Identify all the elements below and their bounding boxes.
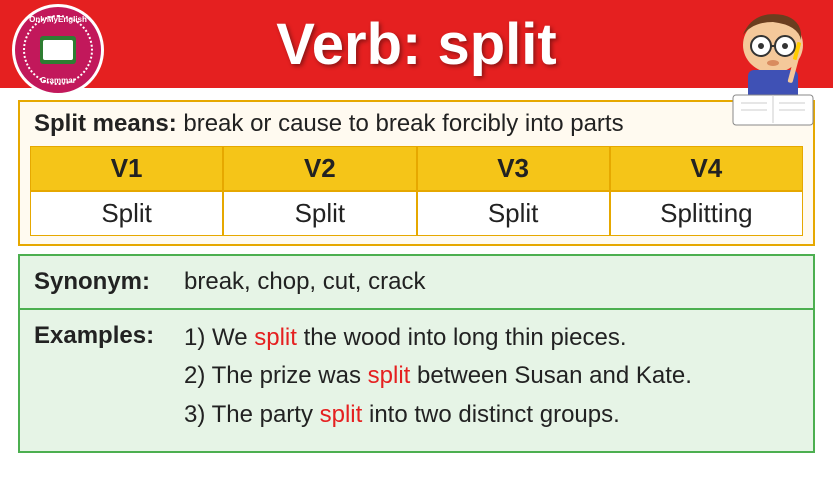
highlight-verb: split: [254, 324, 297, 351]
page-title: Verb: split: [276, 11, 556, 78]
logo-text-top: OnlyMyEnglish: [29, 15, 87, 24]
logo-text-bottom: Grammar: [40, 76, 76, 85]
cell-v4: Splitting: [610, 191, 803, 236]
header-banner: OnlyMyEnglish Grammar Verb: split: [0, 0, 833, 88]
examples-list: 1) We split the wood into long thin piec…: [184, 322, 799, 437]
book-icon: [40, 36, 76, 64]
definition-text: break or cause to break forcibly into pa…: [177, 110, 624, 137]
synonym-row: Synonym: break, chop, cut, crack: [20, 256, 813, 310]
definition-label: Split means:: [34, 110, 177, 137]
col-header-v4: V4: [610, 146, 803, 191]
details-box: Synonym: break, chop, cut, crack Example…: [18, 254, 815, 453]
col-header-v1: V1: [30, 146, 223, 191]
cell-v1: Split: [30, 191, 223, 236]
verb-word: split: [437, 12, 556, 77]
examples-label: Examples:: [34, 322, 184, 437]
table-data-row: Split Split Split Splitting: [30, 191, 803, 236]
definition-line: Split means: break or cause to break for…: [30, 108, 803, 146]
table-header-row: V1 V2 V3 V4: [30, 146, 803, 191]
definition-box: Split means: break or cause to break for…: [18, 100, 815, 246]
synonym-text: break, chop, cut, crack: [184, 268, 425, 296]
verb-forms-table: V1 V2 V3 V4 Split Split Split Splitting: [30, 146, 803, 236]
example-item: 2) The prize was split between Susan and…: [184, 360, 799, 392]
verb-label: Verb:: [276, 12, 437, 77]
example-item: 3) The party split into two distinct gro…: [184, 399, 799, 431]
col-header-v3: V3: [417, 146, 610, 191]
cell-v2: Split: [223, 191, 416, 236]
examples-row: Examples: 1) We split the wood into long…: [20, 310, 813, 451]
cell-v3: Split: [417, 191, 610, 236]
highlight-verb: split: [368, 362, 411, 389]
example-item: 1) We split the wood into long thin piec…: [184, 322, 799, 354]
mascot-icon: [703, 0, 833, 130]
logo-inner-ring: OnlyMyEnglish Grammar: [23, 15, 93, 85]
highlight-verb: split: [320, 401, 363, 428]
col-header-v2: V2: [223, 146, 416, 191]
synonym-label: Synonym:: [34, 268, 184, 296]
logo-badge: OnlyMyEnglish Grammar: [12, 4, 104, 96]
